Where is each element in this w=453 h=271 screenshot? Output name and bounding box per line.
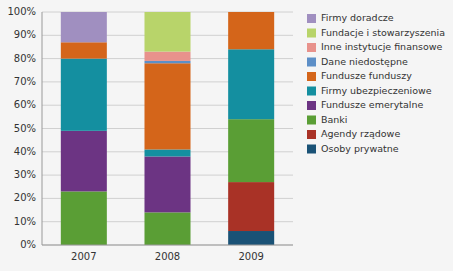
legend-label: Fundusze funduszy [321,70,412,81]
bar-segment [61,12,107,42]
legend-label: Fundacje i stowarzyszenia [321,27,445,38]
legend-label: Dane niedostępne [321,56,408,67]
y-tick-label: 50% [14,123,36,134]
x-tick-label: 2009 [238,251,263,262]
bar-segment [228,12,274,13]
bar-segment [61,42,107,58]
x-tick-label: 2007 [71,251,96,262]
y-tick-label: 80% [14,53,36,64]
y-tick-label: 20% [14,192,36,203]
bar-segment [228,182,274,231]
y-tick-label: 100% [7,6,36,17]
grid-line [42,245,293,246]
y-tick-label: 30% [14,169,36,180]
bar-segment [228,119,274,182]
y-tick-label: 0% [20,239,36,250]
legend-swatch [307,43,316,52]
bar-segment [228,12,274,13]
bar-segment [144,12,190,52]
bar-segment [144,52,190,61]
legend-swatch [307,130,316,139]
legend-swatch [307,87,316,96]
bar-segment [144,61,190,63]
legend-swatch [307,72,316,81]
y-tick-label: 90% [14,29,36,40]
bar-segment [144,63,190,149]
bar-segment [144,156,190,212]
bar-segment [61,59,107,131]
legend-swatch [307,145,316,154]
bar-segment [228,12,274,13]
bar-segment [144,149,190,156]
bar-segment [61,191,107,245]
legend-swatch [307,29,316,38]
legend-label: Firmy ubezpieczeniowe [321,85,432,96]
legend: Firmy doradcze Fundacje i stowarzyszenia I… [307,12,445,154]
legend-label: Firmy doradcze [321,12,394,23]
bars [61,12,274,245]
y-tick-label: 60% [14,99,36,110]
bar-segment [144,212,190,245]
legend-swatch [307,58,316,67]
legend-label: Osoby prywatne [321,143,399,154]
y-tick-label: 10% [14,216,36,227]
grid [42,12,293,245]
bar-segment [228,49,274,119]
y-tick-label: 70% [14,76,36,87]
x-tick-label: 2008 [155,251,180,262]
legend-label: Inne instytucje finansowe [321,41,443,52]
legend-label: Fundusze emerytalne [321,99,424,110]
bar-segment [228,12,274,49]
legend-swatch [307,101,316,110]
chart: 0% 10% 20% 30% 40% 50% 60% 70% 80% 90% 100% 2007 200… [0,0,453,271]
bar-segment [228,12,274,13]
legend-swatch [307,116,316,125]
bar-segment [228,231,274,245]
y-axis [42,12,43,245]
bar-segment [144,12,190,13]
legend-label: Banki [321,114,348,125]
legend-swatch [307,14,316,23]
legend-label: Agendy rządowe [321,128,400,139]
x-axis [42,245,293,246]
bar-segment [61,131,107,192]
y-tick-label: 40% [14,146,36,157]
